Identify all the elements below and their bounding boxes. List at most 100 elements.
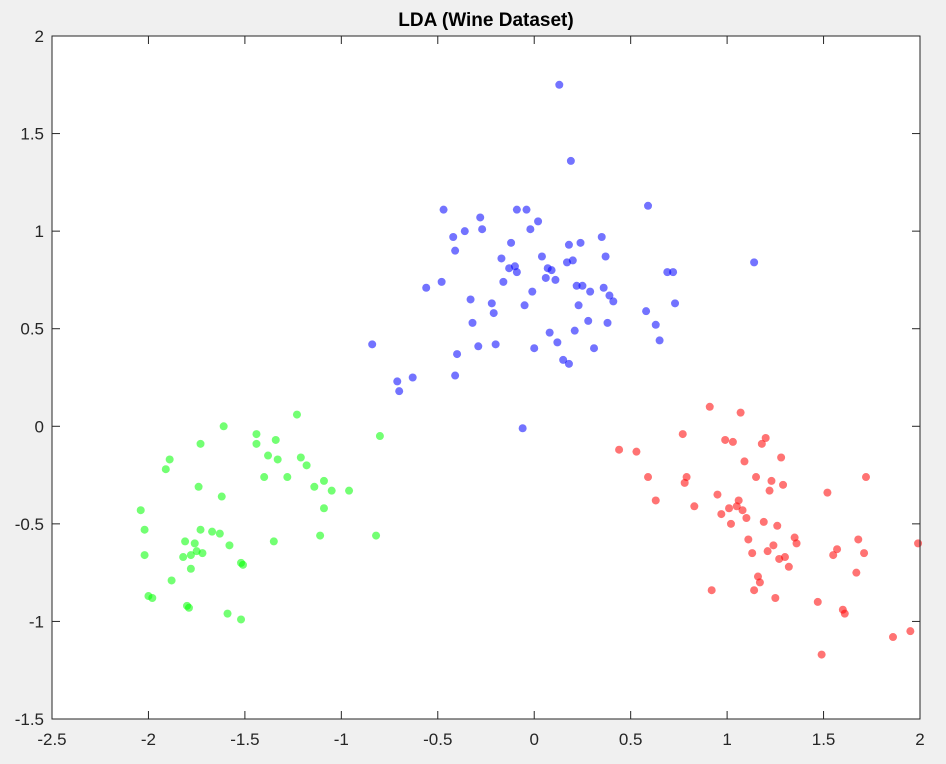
data-point-series-2 xyxy=(603,318,612,327)
data-point-series-3 xyxy=(372,531,381,540)
data-point-series-3 xyxy=(196,525,205,534)
data-point-series-1 xyxy=(728,437,737,446)
data-point-series-2 xyxy=(478,225,487,234)
y-tick-label: -1.5 xyxy=(15,710,44,729)
data-point-series-1 xyxy=(777,453,786,462)
data-point-series-1 xyxy=(651,496,660,505)
data-point-series-1 xyxy=(707,586,716,595)
data-point-series-2 xyxy=(570,326,579,335)
data-point-series-2 xyxy=(605,291,614,300)
data-point-series-2 xyxy=(663,268,672,277)
data-point-series-2 xyxy=(520,301,529,310)
data-point-series-2 xyxy=(537,252,546,261)
data-point-series-1 xyxy=(705,402,714,411)
data-point-series-1 xyxy=(644,473,653,482)
data-point-series-2 xyxy=(497,254,506,263)
data-point-series-2 xyxy=(474,342,483,351)
x-axis-ticks: -2.5 -2 -1.5 -1 -0.5 0 0.5 1 1.5 2 xyxy=(37,36,925,749)
data-point-series-2 xyxy=(644,201,653,210)
data-point-series-1 xyxy=(757,439,766,448)
data-point-series-1 xyxy=(682,473,691,482)
x-tick-label: 2 xyxy=(915,730,924,749)
data-point-series-2 xyxy=(518,424,527,433)
data-point-series-3 xyxy=(271,435,280,444)
data-point-series-1 xyxy=(748,549,757,558)
data-point-series-1 xyxy=(823,488,832,497)
data-point-series-3 xyxy=(292,410,301,419)
data-point-series-1 xyxy=(744,535,753,544)
data-point-series-3 xyxy=(184,603,193,612)
data-point-series-1 xyxy=(906,627,915,636)
data-point-series-2 xyxy=(487,299,496,308)
y-tick-label: 1 xyxy=(35,222,44,241)
data-point-series-1 xyxy=(690,502,699,511)
data-point-series-2 xyxy=(669,268,678,277)
data-point-series-3 xyxy=(238,560,247,569)
data-point-series-2 xyxy=(437,277,446,286)
y-axis-ticks: -1.5 -1 -0.5 0 0.5 1 1.5 2 xyxy=(15,27,920,729)
data-point-series-2 xyxy=(422,283,431,292)
data-point-series-1 xyxy=(742,514,751,523)
data-point-series-1 xyxy=(888,633,897,642)
data-point-series-3 xyxy=(186,551,195,560)
data-point-series-1 xyxy=(769,541,778,550)
data-point-series-3 xyxy=(179,553,188,562)
data-point-series-1 xyxy=(767,476,776,485)
data-point-series-2 xyxy=(489,309,498,318)
y-tick-label: -0.5 xyxy=(15,515,44,534)
data-point-series-3 xyxy=(260,473,269,482)
x-tick-label: 0 xyxy=(529,730,538,749)
data-point-series-1 xyxy=(752,473,761,482)
data-point-series-3 xyxy=(140,551,149,560)
data-point-series-2 xyxy=(609,297,618,306)
data-point-series-1 xyxy=(852,568,861,577)
data-point-series-2 xyxy=(590,344,599,353)
data-point-series-1 xyxy=(773,521,782,530)
chart-title: LDA (Wine Dataset) xyxy=(398,10,573,31)
data-point-series-3 xyxy=(296,453,305,462)
data-point-series-1 xyxy=(779,480,788,489)
data-point-series-3 xyxy=(264,451,273,460)
y-tick-label: 2 xyxy=(35,27,44,46)
data-point-series-2 xyxy=(541,273,550,282)
x-tick-label: -2 xyxy=(141,730,156,749)
y-tick-label: 0.5 xyxy=(20,320,44,339)
data-point-series-3 xyxy=(148,594,157,603)
data-point-series-1 xyxy=(840,609,849,618)
data-point-series-3 xyxy=(136,506,145,515)
data-point-series-1 xyxy=(833,545,842,554)
data-point-series-3 xyxy=(186,564,195,573)
data-point-series-3 xyxy=(198,549,207,558)
data-point-series-2 xyxy=(453,350,462,359)
data-point-series-2 xyxy=(547,266,556,275)
data-point-series-1 xyxy=(725,504,734,513)
data-point-series-2 xyxy=(601,252,610,261)
data-point-series-2 xyxy=(553,338,562,347)
data-point-series-2 xyxy=(451,371,460,380)
data-point-series-2 xyxy=(564,359,573,368)
data-point-series-2 xyxy=(551,275,560,284)
data-point-series-2 xyxy=(512,205,521,214)
data-point-series-3 xyxy=(302,461,311,470)
data-point-series-3 xyxy=(316,531,325,540)
data-point-series-2 xyxy=(476,213,485,222)
data-point-series-3 xyxy=(283,473,292,482)
axes-box xyxy=(51,35,921,720)
x-tick-label: 1.5 xyxy=(812,730,836,749)
data-point-series-1 xyxy=(784,562,793,571)
data-point-series-2 xyxy=(408,373,417,382)
data-point-series-2 xyxy=(559,355,568,364)
data-point-series-1 xyxy=(780,553,789,562)
data-point-series-1 xyxy=(860,549,869,558)
data-point-series-2 xyxy=(468,318,477,327)
data-point-series-3 xyxy=(167,576,176,585)
data-point-series-3 xyxy=(269,537,278,546)
data-point-series-1 xyxy=(763,547,772,556)
data-point-series-2 xyxy=(576,238,585,247)
data-point-series-3 xyxy=(237,615,246,624)
data-point-series-1 xyxy=(726,519,735,528)
data-point-series-3 xyxy=(223,609,232,618)
data-point-series-1 xyxy=(813,597,822,606)
y-tick-label: -1 xyxy=(29,612,44,631)
data-point-series-1 xyxy=(750,586,759,595)
